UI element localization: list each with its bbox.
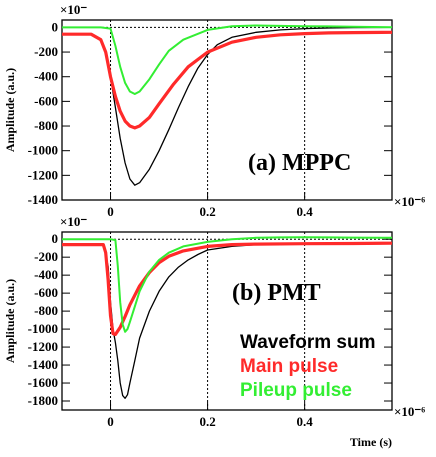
y-tick-label: -600 (34, 93, 58, 108)
y-tick-label: -1600 (28, 375, 58, 390)
x-multiplier: ×10⁻⁶ (394, 404, 425, 419)
series-line-1 (62, 30, 392, 130)
x-tick-label: 0.2 (199, 414, 215, 429)
x-tick-label: 0.4 (297, 414, 314, 429)
y-tick-label: -600 (34, 285, 58, 300)
x-axis-label: Time (s) (350, 435, 392, 449)
y-tick-label: -1400 (28, 357, 58, 372)
plot-frame (61, 19, 393, 201)
y-tick-label: -1200 (28, 167, 58, 182)
plot-frame (61, 231, 393, 411)
x-tick-label: 0.2 (199, 204, 215, 219)
series-line-2 (62, 236, 392, 333)
y-tick-label: -1000 (28, 143, 58, 158)
y-tick-label: -400 (34, 267, 58, 282)
panel-annotation: (a) MPPC (248, 150, 351, 176)
legend-entry: Pileup pulse (240, 380, 352, 401)
y-axis-label: Amplitude (a.u.) (3, 279, 17, 363)
y-tick-label: -1000 (28, 321, 58, 336)
y-tick-label: -400 (34, 69, 58, 84)
y-axis-label: Amplitude (a.u.) (3, 68, 17, 152)
y-tick-label: -200 (34, 44, 58, 59)
y-tick-label: -1400 (28, 192, 58, 207)
y-multiplier: ×10⁻ (60, 2, 87, 17)
chart-pmt: 0 -200 -400 -600 -800 -1000 -1200 -1400 -1600 -18… (3, 214, 425, 449)
series-line-1 (62, 241, 392, 337)
series-line-2 (62, 24, 392, 95)
x-multiplier: ×10⁻⁶ (394, 194, 425, 209)
panel-annotation: (b) PMT (232, 280, 321, 306)
x-tick-label: 0.4 (297, 204, 314, 219)
x-tick-label: 0 (107, 204, 114, 219)
y-tick-label: 0 (52, 231, 59, 246)
y-tick-label: 0 (52, 19, 59, 34)
legend-entry: Main pulse (240, 356, 338, 377)
legend-entry: Waveform sum (240, 332, 376, 353)
y-tick-label: -1200 (28, 339, 58, 354)
y-tick-label: -800 (34, 118, 58, 133)
chart-mppc: 0 -200 -400 -600 -800 -1000 -1200 -1400 0 0.2 0.4 ×… (3, 2, 425, 219)
x-tick-label: 0 (107, 414, 114, 429)
y-tick-label: -1800 (28, 393, 58, 408)
y-tick-label: -800 (34, 303, 58, 318)
y-tick-label: -200 (34, 249, 58, 264)
y-multiplier: ×10⁻ (60, 214, 87, 229)
